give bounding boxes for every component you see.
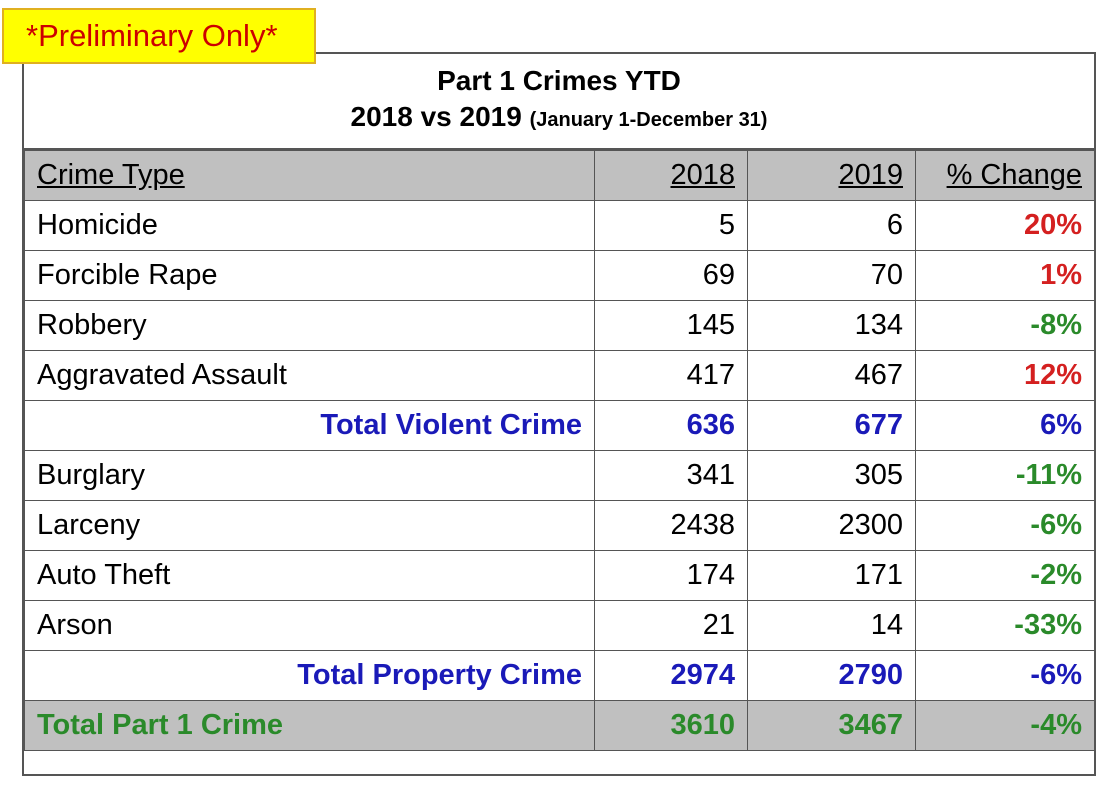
table-row: Aggravated Assault 417 467 12% — [24, 350, 1095, 401]
cell-crime-type: Robbery — [24, 300, 595, 351]
table-row: Burglary 341 305 -11% — [24, 450, 1095, 501]
cell-2018: 2974 — [594, 650, 748, 701]
cell-pct-change: -8% — [915, 300, 1095, 351]
cell-2019: 70 — [747, 250, 916, 301]
cell-pct-change: -33% — [915, 600, 1095, 651]
cell-pct-change: -4% — [915, 700, 1095, 751]
cell-2019: 14 — [747, 600, 916, 651]
header-crime-type: Crime Type — [24, 150, 595, 201]
cell-2019: 6 — [747, 200, 916, 251]
cell-2019: 134 — [747, 300, 916, 351]
cell-pct-change: -6% — [915, 650, 1095, 701]
cell-2018: 341 — [594, 450, 748, 501]
cell-2018: 636 — [594, 400, 748, 451]
cell-pct-change: 1% — [915, 250, 1095, 301]
cell-2018: 417 — [594, 350, 748, 401]
crime-table: Crime Type 2018 2019 % Change Homicide 5 6… — [24, 150, 1095, 751]
cell-crime-type: Larceny — [24, 500, 595, 551]
cell-pct-change: 20% — [915, 200, 1095, 251]
cell-2018: 21 — [594, 600, 748, 651]
cell-2019: 677 — [747, 400, 916, 451]
table-row: Larceny 2438 2300 -6% — [24, 500, 1095, 551]
table-row: Total Part 1 Crime 3610 3467 -4% — [24, 700, 1095, 751]
cell-crime-type: Auto Theft — [24, 550, 595, 601]
cell-crime-type: Burglary — [24, 450, 595, 501]
preliminary-banner: *Preliminary Only* — [2, 8, 316, 64]
cell-pct-change: -11% — [915, 450, 1095, 501]
cell-pct-change: 6% — [915, 400, 1095, 451]
table-row: Robbery 145 134 -8% — [24, 300, 1095, 351]
header-2019: 2019 — [747, 150, 916, 201]
table-title: Part 1 Crimes YTD 2018 vs 2019 (January … — [24, 54, 1094, 150]
cell-crime-type: Homicide — [24, 200, 595, 251]
table-row: Total Property Crime 2974 2790 -6% — [24, 650, 1095, 701]
cell-crime-type: Forcible Rape — [24, 250, 595, 301]
cell-2018: 2438 — [594, 500, 748, 551]
title-years: 2018 vs 2019 — [350, 101, 522, 132]
table-row: Homicide 5 6 20% — [24, 200, 1095, 251]
cell-2018: 69 — [594, 250, 748, 301]
cell-crime-type: Arson — [24, 600, 595, 651]
cell-2019: 2790 — [747, 650, 916, 701]
cell-2019: 305 — [747, 450, 916, 501]
title-range: (January 1-December 31) — [529, 109, 768, 131]
cell-2019: 467 — [747, 350, 916, 401]
title-comparison: 2018 vs 2019 (January 1-December 31) — [24, 98, 1094, 139]
crime-table-panel: Part 1 Crimes YTD 2018 vs 2019 (January … — [22, 52, 1096, 776]
cell-2019: 171 — [747, 550, 916, 601]
table-row: Total Violent Crime 636 677 6% — [24, 400, 1095, 451]
cell-2018: 145 — [594, 300, 748, 351]
table-row: Arson 21 14 -33% — [24, 600, 1095, 651]
table-row: Auto Theft 174 171 -2% — [24, 550, 1095, 601]
cell-pct-change: -2% — [915, 550, 1095, 601]
table-row: Forcible Rape 69 70 1% — [24, 250, 1095, 301]
cell-2018: 174 — [594, 550, 748, 601]
header-2018: 2018 — [594, 150, 748, 201]
cell-pct-change: 12% — [915, 350, 1095, 401]
cell-2018: 5 — [594, 200, 748, 251]
cell-2019: 2300 — [747, 500, 916, 551]
cell-crime-type: Total Property Crime — [24, 650, 595, 701]
cell-2018: 3610 — [594, 700, 748, 751]
cell-crime-type: Total Violent Crime — [24, 400, 595, 451]
cell-crime-type: Total Part 1 Crime — [24, 700, 595, 751]
cell-pct-change: -6% — [915, 500, 1095, 551]
cell-2019: 3467 — [747, 700, 916, 751]
title-main: Part 1 Crimes YTD — [437, 65, 681, 96]
table-header-row: Crime Type 2018 2019 % Change — [24, 150, 1095, 201]
cell-crime-type: Aggravated Assault — [24, 350, 595, 401]
header-pct-change: % Change — [915, 150, 1095, 201]
